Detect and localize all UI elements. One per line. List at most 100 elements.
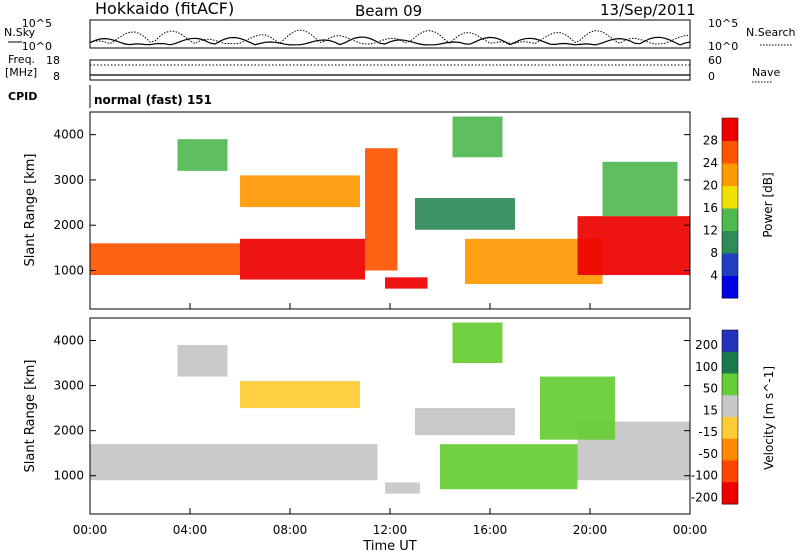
freq-label-1: Freq. (8, 53, 35, 66)
power-colorbar-cell-7 (722, 118, 738, 141)
power-colorbar-tick-6: 28 (703, 134, 718, 148)
power-colorbar-tick-3: 16 (703, 201, 718, 215)
velocity-panel: 1000 2000 3000 4000 Slant Range [km] (23, 317, 691, 515)
noise-left-top-tick: 10^5 (22, 17, 52, 30)
power-colorbar-frame (721, 117, 739, 299)
freq-label-2: [MHz] (5, 66, 37, 79)
velocity-colorbar-cell-6 (722, 460, 738, 483)
power-colorbar-cell-4 (722, 185, 738, 209)
velocity-region-1 (240, 381, 360, 409)
velocity-region-3 (440, 444, 578, 490)
power-region-9 (452, 116, 503, 158)
velocity-colorbar-tick-2: 50 (703, 382, 718, 396)
power-region-1 (240, 238, 365, 280)
power-ytick-label-3: 4000 (53, 128, 84, 142)
velocity-colorbar-frame (721, 329, 739, 505)
power-colorbar-tick-0: 4 (710, 269, 718, 283)
power-colorbar-label: Power [dB] (761, 172, 775, 237)
freq-panel-frame (89, 59, 691, 81)
velocity-colorbar-tick-1: 100 (695, 360, 718, 374)
velocity-region-0 (90, 444, 378, 481)
power-panel: 1000 2000 3000 4000 Slant Range [km] (23, 111, 691, 310)
power-ytick-label-2: 3000 (53, 173, 84, 187)
power-region-0 (90, 243, 240, 276)
power-region-7 (577, 216, 690, 276)
cpid-value: normal (fast) 151 (94, 93, 212, 107)
velocity-panel-frame (89, 317, 691, 515)
noise-right-top-tick: 10^5 (708, 17, 738, 30)
velocity-colorbar-cell-4 (722, 417, 738, 440)
velocity-colorbar-tick-6: -100 (691, 469, 718, 483)
noise-search-label: N.Search (746, 26, 796, 39)
velocity-region-2 (177, 345, 228, 377)
time-tick-label-0: 00:00 (73, 523, 108, 537)
noise-panel: N.Sky 10^5 10^0 10^5 10^0 N.Search (4, 17, 796, 53)
velocity-colorbar-cell-2 (722, 373, 738, 396)
power-region-2 (365, 148, 398, 271)
power-colorbar-tick-5: 24 (703, 156, 718, 170)
power-colorbar-cell-6 (722, 140, 738, 164)
velocity-ticks: 1000 2000 3000 4000 (53, 334, 691, 514)
noise-sky-label: N.Sky (4, 26, 36, 39)
velocity-ylabel: Slant Range [km] (23, 360, 38, 473)
velocity-colorbar-label: Velocity [m s^-1] (762, 366, 776, 470)
time-tick-label-1: 04:00 (173, 523, 208, 537)
velocity-colorbar-tick-7: -200 (691, 490, 718, 504)
noise-right-bottom-tick: 10^0 (708, 40, 738, 53)
power-colorbar-ticks: 4 8 12 16 20 24 28 (703, 134, 718, 283)
velocity-colorbar-tick-5: -50 (698, 447, 718, 461)
cpid-panel: CPID normal (fast) 151 (8, 85, 212, 108)
velocity-colorbar-cells (721, 329, 739, 505)
velocity-region-7 (452, 322, 503, 364)
time-axis-label: Time UT (362, 539, 416, 554)
power-region-4 (177, 139, 228, 171)
station-title: Hokkaido (fitACF) (95, 0, 234, 18)
noise-panel-frame (89, 19, 691, 49)
time-tick-label-6: 00:00 (673, 523, 708, 537)
time-tick-label-3: 12:00 (373, 523, 408, 537)
freq-left-tick-bottom: 8 (53, 70, 60, 83)
power-colorbar-tick-1: 8 (710, 246, 718, 260)
time-axis: 00:00 04:00 08:00 12:00 16:00 20:00 00:00 (73, 523, 708, 537)
velocity-regions (90, 322, 690, 494)
power-colorbar-cell-0 (722, 275, 738, 299)
velocity-colorbar-tick-0: 200 (695, 338, 718, 352)
freq-right-tick-bottom: 0 (708, 70, 715, 83)
velocity-ytick-label-1: 2000 (53, 424, 84, 438)
cpid-label: CPID (8, 90, 37, 103)
velocity-colorbar-cell-0 (722, 330, 738, 353)
beam-title: Beam 09 (355, 2, 422, 20)
velocity-ytick-label-0: 1000 (53, 469, 84, 483)
date-title: 13/Sep/2011 (600, 1, 696, 19)
noise-search-line (89, 29, 691, 45)
noise-left-bottom-tick: 10^0 (22, 40, 52, 53)
time-tick-label-5: 20:00 (573, 523, 608, 537)
nave-label: Nave (752, 66, 780, 79)
velocity-region-6 (540, 376, 615, 440)
power-ylabel: Slant Range [km] (23, 154, 38, 267)
velocity-colorbar-cell-3 (722, 395, 738, 418)
freq-right-tick-top: 60 (708, 54, 722, 67)
noise-sky-line (89, 36, 691, 46)
power-ytick-label-0: 1000 (53, 264, 84, 278)
power-ticks: 1000 2000 3000 4000 (53, 128, 691, 309)
velocity-region-4 (415, 408, 515, 436)
power-colorbar-cell-3 (722, 208, 738, 231)
velocity-colorbar-cell-7 (722, 482, 738, 505)
time-tick-label-4: 16:00 (473, 523, 508, 537)
power-colorbar-cell-2 (722, 230, 738, 254)
velocity-ytick-label-2: 3000 (53, 379, 84, 393)
power-region-8 (602, 161, 678, 217)
power-panel-frame (89, 111, 691, 310)
velocity-colorbar-tick-3: 15 (703, 403, 718, 417)
power-colorbar-cell-1 (722, 253, 738, 276)
velocity-colorbar-tick-4: -15 (698, 425, 718, 439)
power-region-10 (385, 277, 428, 289)
velocity-colorbar: 200 100 50 15 -15 -50 -100 -200 Velocity [m s^-… (691, 329, 776, 505)
velocity-colorbar-cell-1 (722, 351, 738, 374)
power-region-3 (240, 175, 360, 208)
velocity-colorbar-ticks: 200 100 50 15 -15 -50 -100 -200 (691, 338, 718, 504)
power-ytick-label-1: 2000 (53, 218, 84, 232)
power-colorbar-cells (721, 117, 739, 299)
